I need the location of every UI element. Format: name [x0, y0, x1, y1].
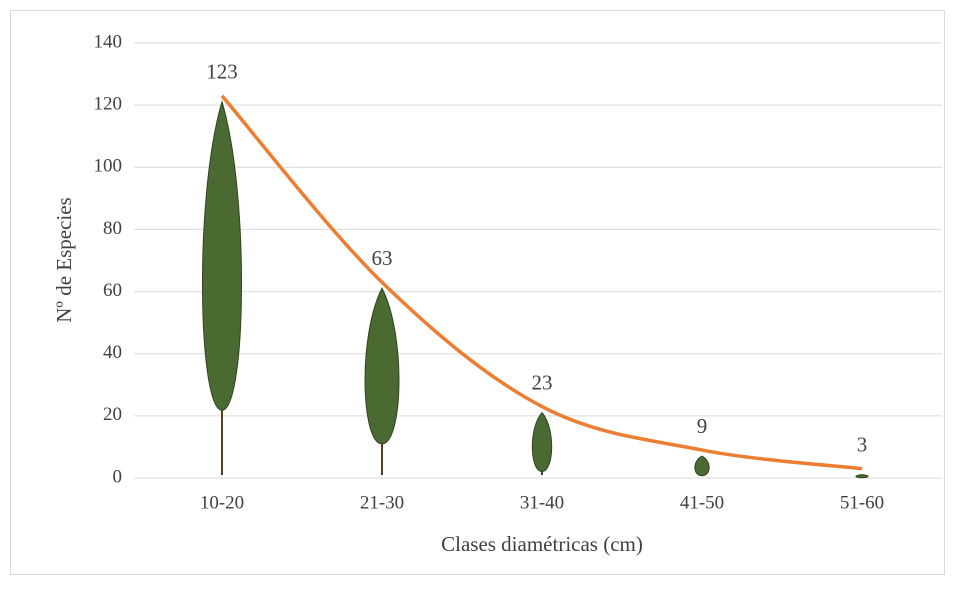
x-tick-label: 21-30 — [360, 492, 404, 513]
x-tick-label: 51-60 — [840, 492, 884, 513]
y-tick-label: 80 — [103, 218, 122, 239]
x-tick-label: 41-50 — [680, 492, 724, 513]
y-tick-label: 40 — [103, 342, 122, 363]
y-tick-label: 60 — [103, 280, 122, 301]
data-label: 9 — [697, 414, 708, 438]
y-tick-label: 140 — [94, 31, 123, 52]
y-tick-label: 0 — [113, 466, 123, 487]
data-label: 123 — [206, 60, 238, 84]
data-label: 23 — [532, 370, 553, 394]
tree-crown — [856, 475, 868, 478]
y-tick-label: 20 — [103, 404, 122, 425]
data-label: 3 — [857, 432, 868, 456]
y-axis-title: Nº de Especies — [52, 197, 76, 322]
data-label: 63 — [372, 246, 393, 270]
y-tick-label: 120 — [94, 94, 123, 115]
x-tick-label: 31-40 — [520, 492, 564, 513]
x-axis-title: Clases diamétricas (cm) — [441, 532, 643, 556]
chart: Nº de Especies Clases diamétricas (cm) 0… — [0, 0, 956, 584]
chart-border — [11, 11, 945, 575]
y-tick-label: 100 — [94, 156, 123, 177]
x-tick-label: 10-20 — [200, 492, 244, 513]
